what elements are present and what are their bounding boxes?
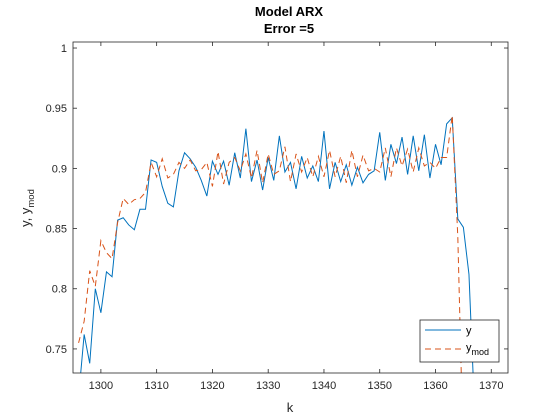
- legend-label-ymod-main: y: [466, 342, 472, 354]
- y-tick-label: 0.8: [52, 284, 67, 296]
- series-line-ymod: [78, 115, 462, 373]
- x-tick-label: 1320: [200, 380, 224, 392]
- x-tick-label: 1300: [89, 380, 113, 392]
- legend-label-y: y: [466, 325, 472, 337]
- chart-subtitle: Error =5: [264, 21, 314, 36]
- x-tick-label: 1330: [256, 380, 280, 392]
- legend-label-ymod-sub: mod: [472, 347, 490, 357]
- ticks-layer: 1300 1310 1320 1330 1340 1350 1360 1370 0.75 0.8 0…: [46, 42, 508, 392]
- x-tick-label: 1370: [479, 380, 503, 392]
- legend: y ymod: [419, 319, 500, 363]
- x-tick-label: 1360: [423, 380, 447, 392]
- y-axis-label-main: y, y: [18, 207, 33, 227]
- chart-title: Model ARX: [255, 4, 323, 19]
- y-axis-label: y, ymod: [18, 189, 37, 227]
- y-tick-label: 0.9: [52, 163, 67, 175]
- x-tick-label: 1350: [367, 380, 391, 392]
- series-layer: [78, 115, 474, 373]
- x-tick-label: 1310: [144, 380, 168, 392]
- x-tick-label: 1340: [312, 380, 336, 392]
- legend-box: [419, 319, 500, 363]
- x-axis-label: k: [287, 400, 294, 415]
- series-line-y: [80, 116, 474, 373]
- legend-label-ymod: ymod: [466, 342, 489, 357]
- y-tick-label: 0.75: [46, 344, 67, 356]
- y-axis-label-sub: mod: [26, 189, 37, 207]
- axes-box: [72, 41, 509, 374]
- y-tick-label: 0.95: [46, 103, 67, 115]
- y-tick-label: 0.85: [46, 224, 67, 236]
- y-tick-label: 1: [61, 43, 67, 55]
